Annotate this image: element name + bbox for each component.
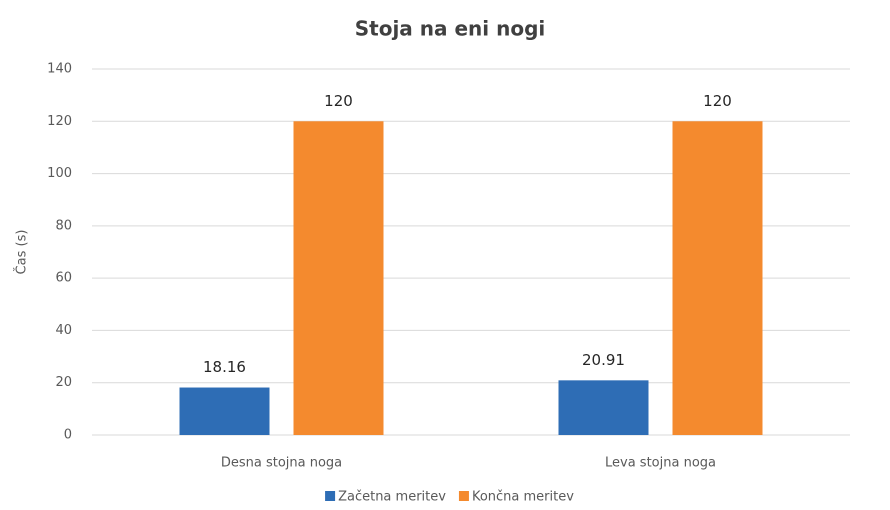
chart-title: Stoja na eni nogi [355, 17, 546, 41]
x-tick-label: Desna stojna noga [221, 456, 342, 471]
y-tick-label: 80 [55, 218, 72, 233]
bar [179, 387, 270, 435]
y-axis-label: Čas (s) [14, 230, 30, 275]
data-label: 120 [324, 92, 353, 110]
data-label: 120 [703, 92, 732, 110]
legend-swatch [458, 491, 469, 501]
y-tick-label: 140 [47, 62, 72, 77]
data-label: 20.91 [582, 351, 625, 369]
y-tick-label: 40 [55, 323, 72, 338]
bar [558, 380, 649, 435]
data-label: 18.16 [203, 358, 246, 376]
y-tick-label: 60 [55, 271, 72, 286]
x-tick-label: Leva stojna noga [605, 456, 716, 471]
bar [293, 121, 384, 436]
legend-swatch [325, 491, 336, 501]
y-tick-label: 20 [55, 375, 72, 390]
y-tick-label: 120 [47, 114, 72, 129]
y-tick-label: 100 [47, 166, 72, 181]
legend-label: Začetna meritev [338, 490, 446, 505]
bar [672, 121, 763, 436]
y-tick-label: 0 [64, 428, 72, 443]
legend-label: Končna meritev [472, 490, 574, 505]
